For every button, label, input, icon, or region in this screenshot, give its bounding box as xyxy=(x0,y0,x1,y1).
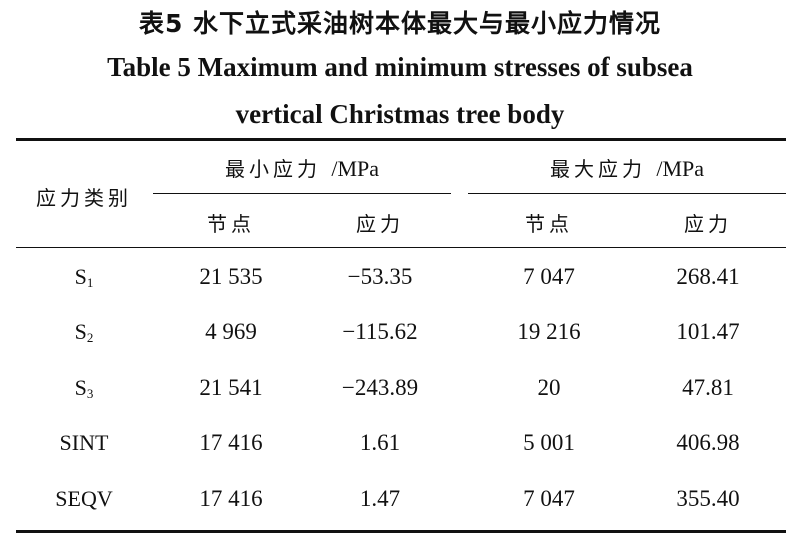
header-min-unit: /MPa xyxy=(331,156,380,181)
min-stress-cell: −243.89 xyxy=(341,375,419,400)
caption-chinese: 表5 水下立式采油树本体最大与最小应力情况 xyxy=(138,9,662,38)
max-node-cell: 7 047 xyxy=(523,264,575,289)
max-node-cell: 20 xyxy=(537,375,561,400)
max-node-cell: 5 001 xyxy=(523,430,575,455)
header-category: 应力类别 xyxy=(36,186,132,210)
header-rule xyxy=(16,247,786,248)
caption-english-line2: vertical Christmas tree body xyxy=(235,99,565,129)
row-label: S3 xyxy=(74,375,94,401)
max-stress-cell: 406.98 xyxy=(676,430,740,455)
max-stress-cell: 268.41 xyxy=(676,264,740,289)
min-node-cell: 21 535 xyxy=(199,264,263,289)
min-node-cell: 17 416 xyxy=(199,430,263,455)
header-max-value: 应力 xyxy=(684,212,732,236)
min-stress-cell: 1.61 xyxy=(359,430,401,455)
header-min-stress-label: 最小应力 xyxy=(224,157,321,181)
max-group-rule xyxy=(468,193,786,194)
min-stress-cell: 1.47 xyxy=(359,486,401,511)
min-stress-cell: −115.62 xyxy=(342,319,418,344)
min-node-cell: 4 969 xyxy=(205,319,257,344)
row-label: S1 xyxy=(74,264,94,290)
header-min-stress: 最小应力 /MPa xyxy=(153,153,451,182)
max-node-cell: 7 047 xyxy=(523,486,575,511)
header-max-node: 节点 xyxy=(525,212,573,236)
max-stress-cell: 101.47 xyxy=(676,319,740,344)
header-max-unit: /MPa xyxy=(656,156,705,181)
header-min-node: 节点 xyxy=(207,212,255,236)
max-stress-cell: 355.40 xyxy=(676,486,740,511)
bottom-rule xyxy=(16,530,786,533)
header-min-value: 应力 xyxy=(356,212,404,236)
row-label: S2 xyxy=(74,319,94,345)
header-max-stress: 最大应力 /MPa xyxy=(468,153,786,182)
max-node-cell: 19 216 xyxy=(517,319,581,344)
caption-english-line1: Table 5 Maximum and minimum stresses of … xyxy=(107,52,693,82)
max-stress-cell: 47.81 xyxy=(682,375,734,400)
header-max-stress-label: 最大应力 xyxy=(549,157,646,181)
row-label: SEQV xyxy=(55,486,113,511)
min-node-cell: 17 416 xyxy=(199,486,263,511)
min-stress-cell: −53.35 xyxy=(347,264,413,289)
top-rule xyxy=(16,138,786,141)
row-label: SINT xyxy=(59,430,109,455)
min-node-cell: 21 541 xyxy=(199,375,263,400)
min-group-rule xyxy=(153,193,451,194)
